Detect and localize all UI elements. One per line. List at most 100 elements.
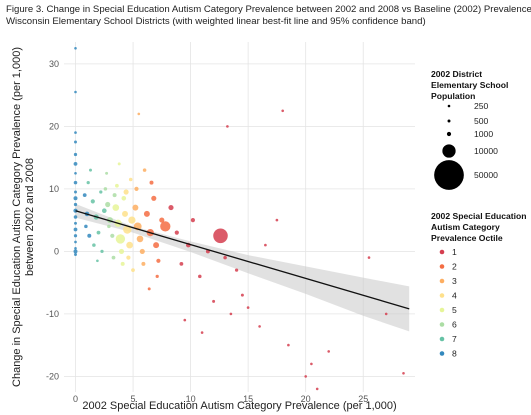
data-point [74, 190, 77, 194]
data-point [137, 112, 141, 116]
data-point [212, 299, 216, 303]
data-point [310, 362, 313, 366]
data-point [99, 190, 103, 194]
data-point [179, 262, 184, 266]
data-point [155, 274, 159, 279]
size-legend-label: 10000 [474, 146, 498, 156]
data-point [107, 224, 111, 229]
data-point [141, 261, 146, 266]
data-point [264, 243, 267, 247]
data-point [258, 325, 261, 328]
data-point [174, 230, 179, 235]
data-point [73, 152, 78, 157]
color-legend-symbol [439, 307, 445, 313]
y-tick-label: 30 [49, 59, 59, 69]
data-point [73, 196, 78, 201]
data-point [134, 186, 139, 191]
data-point [128, 216, 136, 224]
figure-caption: Figure 3. Change in Special Education Au… [6, 4, 531, 28]
y-axis-ticks: -20 -10 0 10 20 30 [46, 59, 59, 382]
y-tick-label: 0 [54, 246, 59, 256]
data-point [223, 255, 227, 260]
data-point [74, 131, 77, 134]
data-point [123, 189, 129, 195]
data-point [367, 256, 371, 259]
data-point [73, 180, 78, 185]
size-legend-label: 50000 [474, 170, 498, 180]
data-point [117, 162, 121, 166]
data-point [402, 372, 405, 375]
data-point [143, 210, 150, 217]
data-points [73, 47, 405, 391]
size-legend-title-line-1: 2002 District [431, 69, 482, 79]
data-point [96, 259, 99, 263]
data-point [132, 204, 139, 211]
data-point [74, 221, 77, 225]
data-point [74, 90, 77, 94]
x-tick-label: 20 [301, 394, 311, 404]
data-point [74, 253, 77, 256]
data-point [151, 195, 157, 201]
color-legend-label: 5 [452, 305, 457, 315]
size-legend-symbol [447, 104, 451, 108]
data-point [89, 168, 92, 172]
size-legend-symbol [442, 144, 456, 158]
figure-title-line-2: Wisconsin Elementary School Districts (w… [6, 16, 426, 27]
data-point [126, 255, 131, 260]
color-legend-label: 2 [452, 262, 457, 272]
x-tick-label: 5 [131, 394, 136, 404]
color-legend-symbol [439, 278, 445, 284]
color-legend: 2002 Special Education Autism Category P… [431, 211, 527, 359]
y-tick-label: 10 [49, 184, 59, 194]
data-point [304, 375, 308, 378]
color-legend-label: 8 [452, 349, 457, 359]
data-point [111, 255, 116, 260]
data-point [213, 228, 228, 244]
size-legend-label: 1000 [474, 129, 493, 139]
size-legend-symbol [434, 160, 464, 190]
best-fit-line [75, 210, 410, 310]
data-point [142, 168, 147, 172]
color-legend-symbol [439, 322, 445, 327]
data-point [198, 274, 202, 279]
data-point [73, 208, 78, 213]
data-point [122, 210, 128, 217]
data-point [100, 249, 104, 254]
data-point [96, 230, 101, 235]
color-legend-symbol [439, 264, 445, 269]
data-point [73, 162, 78, 166]
data-point [74, 171, 77, 175]
data-point [160, 221, 171, 232]
data-point [73, 215, 78, 219]
data-point [168, 205, 174, 211]
plot-area [64, 42, 415, 392]
data-point [86, 180, 90, 185]
data-point [136, 235, 144, 243]
data-point [82, 193, 87, 197]
data-point [121, 196, 127, 201]
data-point [190, 218, 195, 223]
x-tick-label: 25 [358, 394, 368, 404]
x-axis-title: 2002 Special Education Autism Category P… [82, 400, 396, 412]
y-axis-title-line-2: between 2002 and 2008 [24, 158, 36, 276]
figure-title-line-1: Figure 3. Change in Special Education Au… [6, 4, 531, 15]
data-point [327, 350, 331, 353]
data-point [234, 268, 239, 272]
color-legend-label: 1 [452, 247, 457, 257]
data-point [102, 208, 107, 213]
data-point [112, 193, 117, 198]
data-point [384, 312, 388, 316]
data-point [139, 248, 145, 254]
data-point [118, 248, 125, 254]
data-point [105, 171, 109, 175]
data-point [74, 47, 77, 50]
data-point [73, 227, 78, 232]
color-legend-symbol [439, 293, 445, 298]
color-legend-label: 4 [452, 291, 457, 301]
data-point [92, 243, 96, 247]
color-legend-symbol [439, 336, 445, 342]
size-legend-symbol [446, 131, 452, 137]
data-point [149, 180, 154, 185]
size-legend-symbol [447, 119, 451, 123]
